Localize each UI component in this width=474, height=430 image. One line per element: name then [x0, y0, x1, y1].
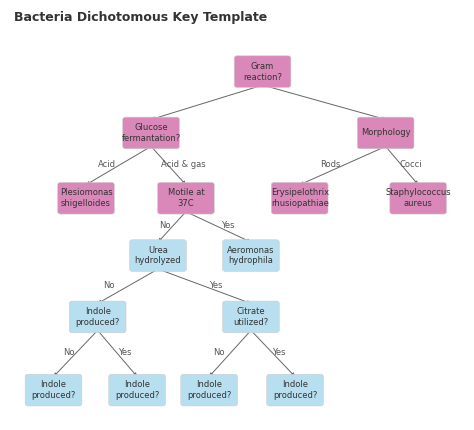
Text: Bacteria Dichotomous Key Template: Bacteria Dichotomous Key Template	[14, 11, 267, 24]
FancyBboxPatch shape	[69, 301, 126, 333]
FancyBboxPatch shape	[357, 117, 414, 149]
FancyBboxPatch shape	[390, 182, 447, 214]
Text: No: No	[103, 281, 115, 290]
FancyBboxPatch shape	[223, 240, 279, 271]
FancyBboxPatch shape	[267, 374, 323, 406]
Text: No: No	[63, 348, 74, 357]
FancyBboxPatch shape	[130, 240, 186, 271]
FancyBboxPatch shape	[25, 374, 82, 406]
Text: Yes: Yes	[118, 348, 131, 357]
FancyBboxPatch shape	[272, 182, 328, 214]
FancyBboxPatch shape	[58, 182, 114, 214]
Text: Erysipelothrix
rhusiopathiae: Erysipelothrix rhusiopathiae	[271, 188, 329, 208]
Text: Rods: Rods	[320, 160, 340, 169]
Text: Gram
reaction?: Gram reaction?	[243, 62, 282, 82]
Text: Morphology: Morphology	[361, 129, 410, 138]
Text: Yes: Yes	[210, 281, 223, 290]
Text: Indole
produced?: Indole produced?	[273, 380, 317, 400]
Text: Acid & gas: Acid & gas	[161, 160, 206, 169]
FancyBboxPatch shape	[234, 56, 291, 87]
Text: Motile at
37C: Motile at 37C	[168, 188, 204, 208]
Text: Staphylococcus
aureus: Staphylococcus aureus	[385, 188, 451, 208]
FancyBboxPatch shape	[157, 182, 214, 214]
Text: Indole
produced?: Indole produced?	[187, 380, 231, 400]
Text: Urea
hydrolyzed: Urea hydrolyzed	[135, 246, 182, 265]
Text: No: No	[159, 221, 171, 230]
Text: Indole
produced?: Indole produced?	[31, 380, 76, 400]
Text: Plesiomonas
shigelloides: Plesiomonas shigelloides	[60, 188, 112, 208]
Text: Acid: Acid	[98, 160, 116, 169]
Text: Indole
produced?: Indole produced?	[115, 380, 159, 400]
FancyBboxPatch shape	[223, 301, 279, 333]
Text: Yes: Yes	[272, 348, 285, 357]
FancyBboxPatch shape	[123, 117, 179, 149]
Text: Cocci: Cocci	[400, 160, 422, 169]
Text: Aeromonas
hydrophila: Aeromonas hydrophila	[227, 246, 275, 265]
Text: Glucose
fermantation?: Glucose fermantation?	[121, 123, 181, 143]
FancyBboxPatch shape	[109, 374, 165, 406]
FancyBboxPatch shape	[181, 374, 237, 406]
Text: Citrate
utilized?: Citrate utilized?	[233, 307, 269, 327]
Text: No: No	[213, 348, 224, 357]
Text: Yes: Yes	[221, 221, 235, 230]
Text: Indole
produced?: Indole produced?	[75, 307, 120, 327]
